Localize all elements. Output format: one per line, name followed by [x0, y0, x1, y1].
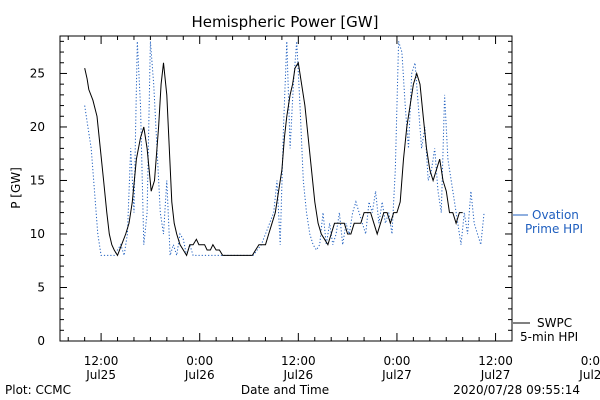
y-tick-label: 20: [30, 120, 45, 134]
plot-timestamp: 2020/07/28 09:55:14: [453, 383, 580, 397]
x-tick-label-date: Jul27: [480, 368, 511, 382]
x-tick-label-time: 12:00: [84, 354, 119, 368]
legend-swpc-line2: 5-min HPI: [520, 330, 578, 344]
series-group: [84, 41, 485, 257]
series-line-swpc: [84, 61, 463, 257]
x-tick-label-time: 0:00: [383, 354, 410, 368]
y-tick-label: 5: [37, 280, 45, 294]
y-axis-label: P [GW]: [9, 167, 23, 209]
y-tick-label: 15: [30, 173, 45, 187]
y-tick-label: 25: [30, 66, 45, 80]
x-tick-label-date: Jul26: [184, 368, 215, 382]
legend-ovation-line2: Prime HPI: [525, 222, 583, 236]
y-axis-ticks: 0 5 10 15 20 25: [30, 40, 512, 348]
x-tick-label-date: Jul27: [381, 368, 412, 382]
legend-swpc-line1: SWPC: [537, 316, 572, 330]
x-axis-ticks: 12:00Jul250:00Jul2612:00Jul260:00Jul2712…: [67, 36, 600, 382]
legend-ovation-line1: Ovation: [532, 208, 579, 222]
y-tick-label: 0: [37, 334, 45, 348]
x-tick-label-date: Jul26: [282, 368, 313, 382]
x-tick-label-date: Jul28: [578, 368, 600, 382]
legend-swpc: SWPC 5-min HPI: [513, 316, 578, 344]
x-tick-label-time: 12:00: [281, 354, 316, 368]
plot-credit: Plot: CCMC: [5, 383, 71, 397]
chart-title: Hemispheric Power [GW]: [192, 13, 379, 31]
plot-area-frame: [59, 35, 513, 342]
x-tick-label-time: 12:00: [478, 354, 513, 368]
y-tick-label: 10: [30, 227, 45, 241]
x-tick-label-time: 0:00: [581, 354, 600, 368]
x-tick-label-time: 0:00: [186, 354, 213, 368]
series-line-ovation: [84, 41, 485, 256]
x-axis-label: Date and Time: [241, 383, 329, 397]
legend-ovation: Ovation Prime HPI: [513, 208, 583, 236]
x-tick-label-date: Jul25: [85, 368, 116, 382]
